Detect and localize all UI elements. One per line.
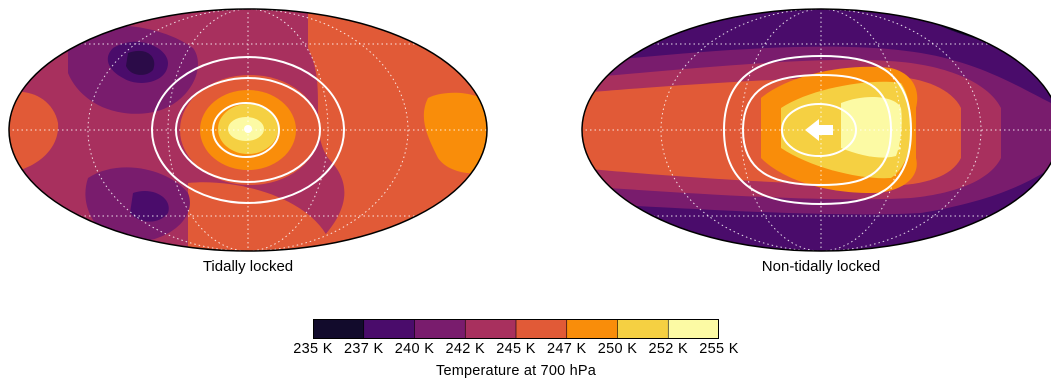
colorbar-tick-label: 255 K <box>699 341 739 357</box>
colorbar-swatch <box>414 319 466 339</box>
map-title-tidally-locked: Tidally locked <box>202 258 294 275</box>
colorbar-swatch <box>566 319 618 339</box>
colorbar-swatch <box>363 319 415 339</box>
temperature-field <box>9 9 487 251</box>
colorbar-tick-label: 247 K <box>547 341 587 357</box>
colorbar-tick-label: 245 K <box>496 341 536 357</box>
colorbar-swatch <box>465 319 517 339</box>
colorbar-tick-label: 242 K <box>445 341 485 357</box>
colorbar-swatch <box>516 319 568 339</box>
colorbar-swatch <box>617 319 669 339</box>
colorbar-tick-label: 235 K <box>293 341 333 357</box>
colorbar-tick-label: 237 K <box>344 341 384 357</box>
map-non-tidally-locked <box>581 8 1051 252</box>
colorbar-swatch <box>313 319 365 339</box>
colorbar-tick-label: 252 K <box>648 341 688 357</box>
map-tidally-locked <box>8 8 488 252</box>
map-title-non-tidally-locked: Non-tidally locked <box>761 258 881 275</box>
colorbar-tick-label: 250 K <box>597 341 638 357</box>
colorbar-swatch <box>668 319 719 339</box>
colorbar <box>313 319 719 339</box>
colorbar-title: Temperature at 700 hPa <box>436 363 596 379</box>
colorbar-tick-label: 240 K <box>394 341 435 357</box>
